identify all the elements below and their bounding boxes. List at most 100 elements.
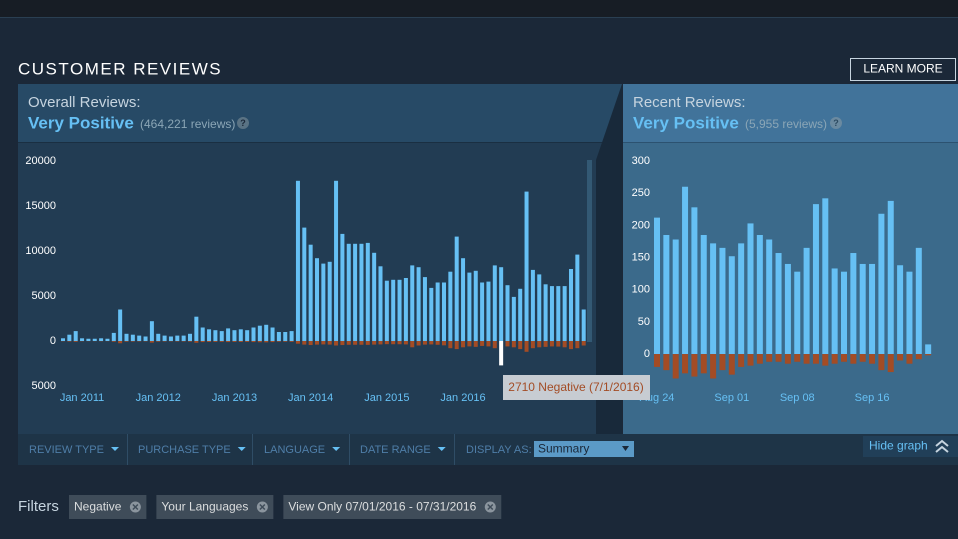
filter-dropdown[interactable]: PURCHASE TYPE	[138, 444, 231, 456]
collapse-icon[interactable]	[935, 445, 949, 453]
chip-remove-x[interactable]	[259, 503, 266, 511]
bar	[831, 354, 838, 364]
bar	[499, 267, 504, 341]
bar	[878, 354, 885, 371]
range-handle[interactable]	[587, 160, 592, 342]
bar	[747, 223, 754, 355]
chip-remove-x[interactable]	[132, 503, 139, 511]
filter-dropdown[interactable]: DATE RANGE	[360, 444, 431, 456]
bar	[61, 338, 65, 341]
bar	[575, 254, 580, 341]
bar	[111, 341, 116, 342]
dropdown-arrow[interactable]	[110, 447, 119, 451]
bar	[537, 274, 542, 341]
bar	[511, 341, 516, 348]
bar	[448, 271, 453, 341]
hide-graph-label[interactable]: Hide graph	[869, 439, 928, 453]
recent-header	[623, 84, 958, 142]
display-select[interactable]	[534, 441, 634, 457]
bar	[812, 354, 819, 364]
bar	[831, 268, 838, 355]
bar	[353, 243, 358, 341]
overall-count: (464,221 reviews)	[140, 117, 235, 131]
bar	[906, 354, 913, 364]
hide-graph-button[interactable]	[863, 436, 958, 457]
bar	[663, 354, 670, 371]
learn-more-frame[interactable]	[850, 58, 956, 81]
bar	[372, 252, 377, 341]
bar	[700, 235, 707, 355]
select-arrow[interactable]	[622, 446, 629, 451]
help-mark[interactable]: ?	[240, 118, 246, 128]
dropdown-arrow[interactable]	[437, 447, 446, 451]
bar	[283, 332, 288, 341]
bar	[728, 256, 735, 355]
bar	[340, 233, 345, 341]
bar	[213, 330, 218, 341]
bar	[803, 247, 810, 355]
x-tick-label: Sep 16	[855, 392, 890, 404]
bar	[850, 253, 857, 355]
chip-bg[interactable]	[283, 495, 502, 519]
bar	[124, 341, 129, 342]
filter-chip[interactable]: View Only 07/01/2016 - 07/31/2016	[283, 495, 502, 519]
bar	[672, 239, 679, 355]
filter-bar	[18, 434, 958, 465]
filter-dropdown[interactable]: REVIEW TYPE	[29, 444, 104, 456]
bar	[295, 180, 300, 341]
bar	[194, 316, 199, 341]
y-tick-label: 0	[50, 335, 56, 347]
bar	[359, 341, 364, 345]
bar	[518, 288, 523, 341]
bar	[416, 267, 421, 341]
bar	[869, 354, 876, 364]
bar	[86, 338, 91, 341]
tooltip-text: 2710 Negative (7/1/2016)	[508, 380, 643, 394]
bar	[213, 341, 218, 342]
bar	[410, 265, 415, 341]
bar	[245, 341, 250, 342]
x-tick-label: Jan 2012	[136, 392, 181, 404]
bar	[925, 354, 932, 356]
overall-header	[18, 84, 622, 142]
bar	[118, 341, 123, 344]
y-tick-label: 0	[644, 348, 650, 360]
filter-dropdown[interactable]: LANGUAGE	[264, 444, 325, 456]
collapse-icon[interactable]	[935, 439, 949, 447]
y-tick-label: 50	[638, 316, 650, 328]
bar	[67, 341, 72, 342]
dropdown-arrow[interactable]	[237, 447, 246, 451]
bar	[511, 296, 516, 341]
bar	[915, 247, 922, 355]
help-mark[interactable]: ?	[833, 118, 839, 128]
help-icon[interactable]	[830, 117, 842, 129]
bar	[473, 341, 478, 347]
bar	[448, 341, 453, 349]
bar	[556, 286, 561, 341]
bar	[327, 341, 332, 345]
panel-connector	[596, 84, 622, 434]
bar	[906, 271, 913, 355]
dropdown-arrow[interactable]	[332, 447, 341, 451]
bar	[784, 263, 791, 355]
bar	[682, 186, 689, 355]
filter-chip[interactable]: Your Languages	[156, 495, 274, 519]
bar	[346, 243, 351, 341]
bar	[435, 282, 440, 341]
chip-label[interactable]: Your Languages	[161, 500, 248, 514]
display-value[interactable]: Summary	[538, 442, 589, 456]
bar	[549, 341, 554, 347]
bar	[505, 341, 510, 347]
learn-more-button[interactable]: LEARN MORE	[850, 58, 956, 81]
learn-more-label[interactable]: LEARN MORE	[863, 62, 942, 76]
bar	[691, 354, 698, 377]
chip-remove-x[interactable]	[487, 503, 494, 511]
tooltip-box	[503, 375, 650, 400]
bar	[295, 341, 300, 344]
filter-chip[interactable]: Negative	[69, 495, 147, 519]
help-icon[interactable]	[237, 117, 249, 129]
chip-label[interactable]: Negative	[74, 500, 122, 514]
bar	[850, 354, 857, 364]
chip-bg[interactable]	[156, 495, 274, 519]
chip-label[interactable]: View Only 07/01/2016 - 07/31/2016	[288, 500, 476, 514]
